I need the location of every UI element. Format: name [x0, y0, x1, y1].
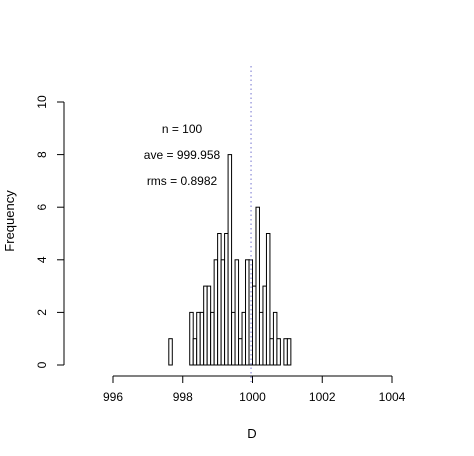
histogram-bar [286, 338, 292, 366]
y-tick-label: 4 [35, 256, 49, 263]
histogram-bar [276, 338, 281, 366]
y-tick-label: 8 [35, 151, 49, 158]
histogram-bar [210, 311, 215, 366]
histogram-bar [203, 285, 208, 366]
histogram-bar [265, 233, 271, 366]
histogram-bar [168, 338, 173, 366]
x-tick-label: 998 [173, 390, 193, 404]
annotation-n: n = 100 [162, 122, 203, 136]
histogram-bar [272, 311, 278, 366]
histogram-bar [262, 285, 267, 366]
histogram-bar [283, 338, 288, 366]
x-tick-label: 996 [103, 390, 123, 404]
x-tick-label: 1004 [379, 390, 406, 404]
histogram-bars [168, 154, 292, 366]
histogram-bar [192, 338, 198, 366]
histogram-bar [199, 311, 205, 366]
annotation-rms: rms = 0.8982 [147, 174, 218, 188]
histogram-bar [206, 285, 212, 366]
y-tick-label: 6 [35, 204, 49, 211]
histogram-bar [245, 259, 250, 366]
x-tick-label: 1002 [309, 390, 336, 404]
histogram-bar [227, 154, 233, 366]
histogram-bar [241, 311, 247, 366]
x-axis-ticks: 996 998 1000 1002 1004 [103, 376, 406, 404]
histogram-bar [220, 259, 226, 366]
histogram-bar [217, 233, 222, 366]
y-tick-label: 2 [35, 309, 49, 316]
histogram-bar [258, 311, 264, 366]
y-axis-title: Frequency [2, 190, 17, 252]
y-tick-label: 0 [35, 361, 49, 368]
x-axis-title: D [247, 426, 256, 441]
histogram-bar [189, 311, 194, 366]
histogram-bar [234, 259, 240, 366]
histogram-bar [252, 285, 257, 366]
histogram-bar [248, 259, 253, 366]
y-tick-label: 10 [35, 95, 49, 109]
histogram-bar [255, 206, 260, 366]
histogram-bar [213, 259, 219, 366]
histogram-bar [269, 338, 274, 366]
histogram-bar [224, 233, 229, 366]
y-axis-ticks: 0 2 4 6 8 10 [35, 95, 64, 368]
histogram-bar [196, 311, 201, 366]
annotation-average: ave = 999.958 [144, 148, 221, 162]
histogram-bar [231, 311, 236, 366]
histogram-bar [238, 338, 243, 366]
x-tick-label: 1000 [239, 390, 266, 404]
